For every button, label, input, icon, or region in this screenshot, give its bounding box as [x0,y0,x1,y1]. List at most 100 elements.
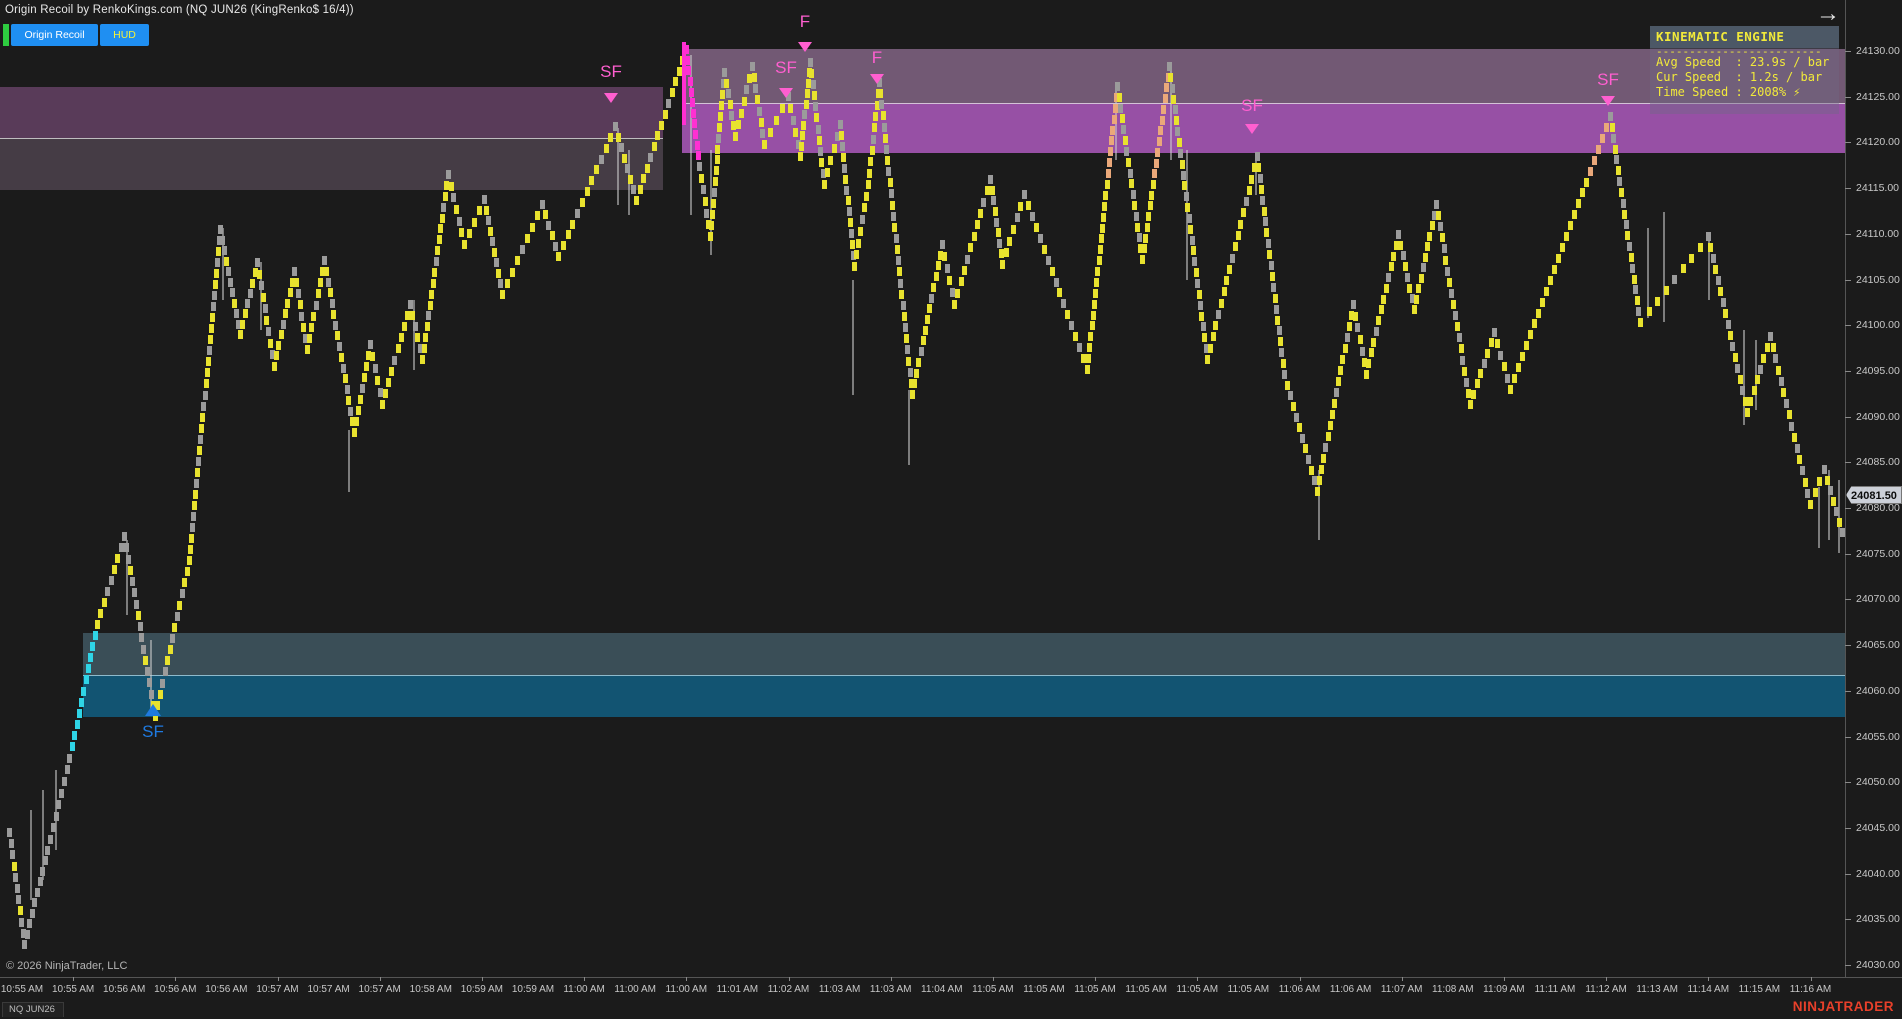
renko-bar [498,279,503,288]
renko-bar [867,169,872,178]
renko-bar [722,68,727,77]
instrument-tab[interactable]: NQ JUN26 [2,1002,64,1017]
renko-bar [392,356,397,365]
renko-bar [1194,268,1199,277]
renko-bar [942,252,947,261]
renko-bar [1149,191,1154,200]
renko-bar [500,290,505,299]
renko-bar [1840,528,1845,537]
renko-bar [1050,267,1055,276]
renko-bar [1560,243,1565,252]
renko-bar [686,66,691,75]
renko-bar [759,118,764,127]
renko-bar [288,288,293,297]
renko-bar [825,168,830,177]
renko-bar [923,326,928,335]
renko-bar [1267,250,1272,259]
renko-bar [1345,333,1350,342]
renko-bar [1216,310,1221,319]
renko-bar [216,247,221,256]
renko-bar [1238,220,1243,229]
renko-bar [149,690,154,699]
renko-bar [1004,248,1009,257]
origin-recoil-button[interactable]: Origin Recoil [11,24,98,46]
renko-bar [1349,311,1354,320]
time-axis-label: 10:55 AM [51,984,95,995]
renko-bar [213,280,218,289]
renko-bar [858,227,863,236]
renko-bar [175,612,180,621]
renko-bar [806,79,811,88]
price-axis-label: 24100.00 [1856,319,1900,332]
time-axis-line [0,977,1902,978]
renko-bar [870,146,875,155]
renko-bar [1414,295,1419,304]
time-axis-tick [277,977,279,981]
renko-bar [952,300,957,309]
price-wick [42,790,44,880]
renko-bar [1808,500,1813,509]
renko-bar [999,249,1004,258]
time-axis-label: 11:05 AM [972,984,1014,995]
price-wick [348,430,350,492]
supply-zone-left-midline [0,138,663,139]
renko-bar [232,299,237,308]
renko-bar [713,177,718,186]
renko-bar [228,278,233,287]
renko-bar [1516,363,1521,372]
renko-bar [396,344,401,353]
time-axis-tick [1299,977,1301,981]
time-axis-label: 11:13 AM [1636,984,1678,995]
renko-bar [1442,244,1447,253]
renko-bar [535,211,540,220]
renko-bar [1374,327,1379,336]
renko-bar [1263,217,1268,226]
renko-bar [160,679,165,688]
renko-bar [634,196,639,205]
time-axis-tick [1708,977,1710,981]
renko-bar [1748,397,1753,406]
renko-bar [931,283,936,292]
price-wick [1708,232,1710,300]
renko-bar [1151,180,1156,189]
renko-bar [1204,344,1209,353]
renko-bar [1142,244,1147,253]
sf-signal-label: SF [600,62,622,81]
renko-bar [1145,223,1150,232]
renko-bar [1187,214,1192,223]
renko-bar [890,201,895,210]
f-signal-down-triangle-icon [798,42,812,52]
renko-bar [993,207,998,216]
renko-bar [755,95,760,104]
time-axis-tick [890,977,892,981]
chart-plot-area[interactable]: SF SF SF SF F F SF [0,0,1845,977]
price-axis-label: 24040.00 [1856,867,1900,880]
renko-bar [279,330,284,339]
time-axis-label: 10:56 AM [205,984,248,995]
time-axis-label: 10:56 AM [103,984,146,995]
renko-bar [712,188,717,197]
supply-zone-left-lower [0,138,663,190]
renko-bar [462,240,467,249]
renko-bar [934,272,939,281]
renko-bar [405,311,410,320]
scroll-right-arrow-icon[interactable]: → [1816,0,1840,27]
renko-bar [1105,180,1110,189]
renko-bar [1800,466,1805,475]
renko-bar [1389,262,1394,271]
renko-bar [10,850,15,859]
renko-bar [331,310,336,319]
renko-bar [1398,241,1403,250]
renko-bar [132,588,137,597]
renko-bar [172,623,177,632]
renko-bar [914,369,919,378]
renko-bar [1181,171,1186,180]
hud-button[interactable]: HUD [100,24,149,46]
renko-bar [804,100,809,109]
renko-bar [819,158,824,167]
renko-bar [12,862,17,871]
renko-bar [757,107,762,116]
chart-title: Origin Recoil by RenkoKings.com (NQ JUN2… [5,4,354,16]
renko-bar [1323,443,1328,452]
renko-bar [1627,242,1632,251]
